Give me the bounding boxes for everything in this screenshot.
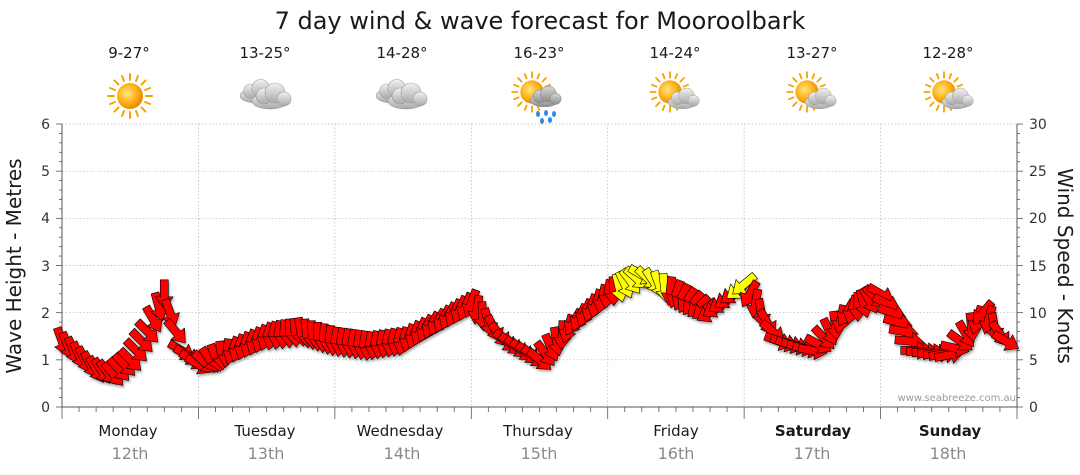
right-tick-label: 5 [1029, 353, 1038, 369]
day-saturday: 13-27° Saturday 17th [775, 44, 852, 463]
day-name: Monday [98, 422, 157, 440]
cloudy-icon [239, 79, 292, 110]
left-tick-label: 4 [41, 211, 50, 227]
left-tick-label: 6 [41, 117, 50, 133]
day-name: Tuesday [233, 422, 295, 440]
wind-arrow [161, 297, 180, 328]
partly-cloudy-icon [649, 71, 700, 113]
partly-cloudy-icon [923, 71, 974, 113]
y-axis-title-right: Wind Speed - Knots [1053, 168, 1077, 364]
temp-range: 9-27° [108, 44, 150, 62]
wind-arrows [53, 264, 1019, 386]
temp-range: 13-27° [786, 44, 837, 62]
temp-range: 13-25° [239, 44, 290, 62]
day-date: 18th [930, 444, 967, 463]
right-tick-label: 20 [1029, 211, 1047, 227]
right-tick-label: 30 [1029, 117, 1047, 133]
day-thursday: 16-23° Thursday 15th [502, 44, 573, 463]
day-name: Sunday [919, 422, 982, 440]
right-tick-label: 0 [1029, 400, 1038, 416]
day-sunday: 12-28° Sunday 18th [919, 44, 982, 463]
temp-range: 14-24° [649, 44, 700, 62]
day-name: Wednesday [357, 422, 444, 440]
right-tick-label: 15 [1029, 259, 1047, 275]
right-tick-labels: 0 5 10 15 20 25 30 [1029, 117, 1047, 416]
credit-text: www.seabreeze.com.au [898, 393, 1016, 404]
day-date: 13th [248, 444, 285, 463]
partly-cloudy-icon [786, 71, 837, 113]
day-wednesday: 14-28° Wednesday 14th [357, 44, 444, 463]
y-axis-title-left: Wave Height - Metres [2, 158, 26, 373]
wind-arrow [991, 330, 1019, 351]
day-date: 16th [658, 444, 695, 463]
wind-arrow-shape [161, 297, 180, 328]
wind-arrow-shape [991, 330, 1019, 351]
wind-arrow [163, 317, 186, 344]
left-tick-label: 1 [41, 353, 50, 369]
chart-title: 7 day wind & wave forecast for Mooroolba… [275, 7, 806, 35]
rain-icon [511, 71, 562, 124]
day-friday: 14-24° Friday 16th [649, 44, 701, 463]
day-date: 17th [794, 444, 831, 463]
right-tick-label: 25 [1029, 164, 1047, 180]
day-tuesday: 13-25° Tuesday 13th [233, 44, 295, 463]
sunny-icon [107, 73, 153, 119]
cloudy-icon [375, 79, 428, 110]
axes [56, 123, 1023, 419]
left-tick-labels: 0 1 2 3 4 5 6 [41, 117, 50, 416]
day-name: Saturday [775, 422, 852, 440]
temp-range: 16-23° [513, 44, 564, 62]
day-date: 15th [521, 444, 558, 463]
right-tick-label: 10 [1029, 306, 1047, 322]
temp-range: 14-28° [376, 44, 427, 62]
left-tick-label: 5 [41, 164, 50, 180]
day-name: Friday [653, 422, 699, 440]
day-date: 14th [384, 444, 421, 463]
day-monday: 9-27° Monday 12th [98, 44, 157, 463]
day-name: Thursday [502, 422, 573, 440]
temp-range: 12-28° [922, 44, 973, 62]
left-tick-label: 2 [41, 306, 50, 322]
left-tick-label: 0 [41, 400, 50, 416]
wind-arrow-shape [163, 317, 186, 344]
day-date: 12th [112, 444, 149, 463]
left-tick-label: 3 [41, 259, 50, 275]
